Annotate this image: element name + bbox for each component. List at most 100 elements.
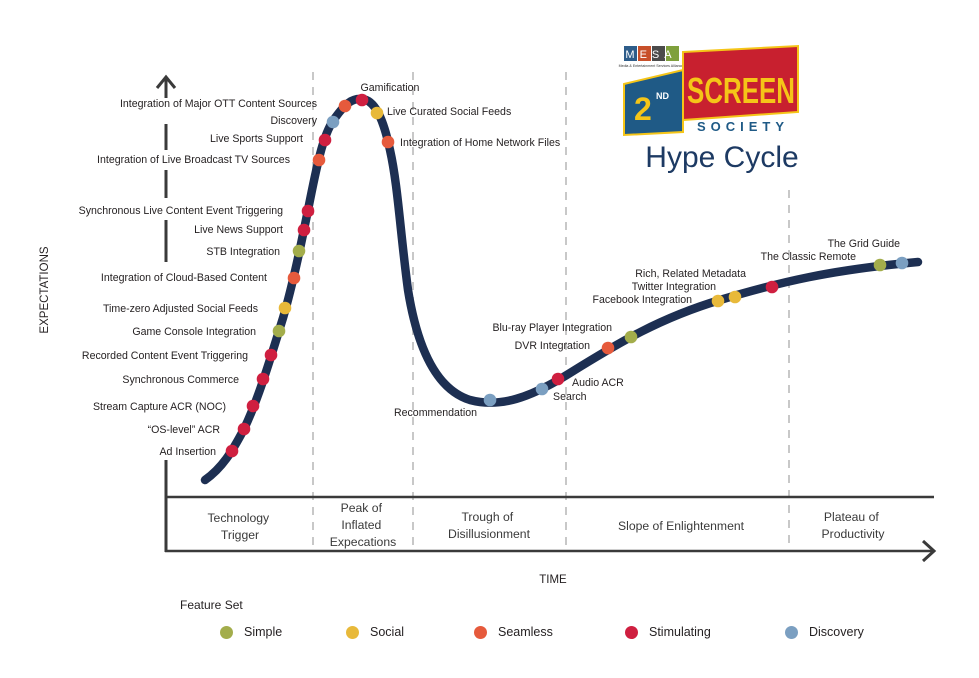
legend-item-stimulating: Stimulating (625, 625, 711, 639)
feature-point: Blu-ray Player Integration (492, 322, 638, 344)
mesa-logo-icon: MESA Media & Entertainment Services Alli… (619, 46, 683, 68)
feature-label: Gamification (361, 82, 420, 94)
social-dot-icon (346, 625, 359, 639)
feature-point: Facebook Integration (592, 294, 725, 308)
feature-label: Recommendation (394, 407, 477, 419)
feature-label: Stream Capture ACR (NOC) (93, 401, 226, 413)
logo-red-panel (682, 44, 799, 122)
feature-point: STB Integration (206, 244, 306, 258)
feature-dot-icon (318, 133, 332, 147)
discovery-dot-icon (785, 625, 798, 639)
feature-label: Integration of Home Network Files (400, 137, 560, 149)
phase-peak: Peak of Inflated Expecations (330, 501, 396, 549)
feature-label: Recorded Content Event Triggering (82, 350, 248, 362)
feature-point: “OS-level” ACR (148, 422, 251, 436)
y-axis-arrow-icon (155, 74, 177, 89)
feature-label: Facebook Integration (592, 294, 692, 306)
feature-point: DVR Integration (515, 340, 615, 355)
feature-dot-icon (338, 99, 352, 113)
feature-point: Discovery (270, 115, 340, 129)
feature-label: Rich, Related Metadata (635, 268, 746, 280)
feature-dot-icon (551, 372, 565, 386)
logo-blue-panel (623, 68, 684, 137)
feature-label: STB Integration (206, 246, 280, 258)
y-axis-title: EXPECTATIONS (39, 246, 51, 333)
feature-dot-icon (237, 422, 251, 436)
x-axis-title: TIME (539, 574, 567, 586)
feature-point: Integration of Live Broadcast TV Sources (97, 153, 326, 167)
feature-label: Integration of Live Broadcast TV Sources (97, 154, 290, 166)
feature-label: Blu-ray Player Integration (492, 322, 612, 334)
feature-point: Time-zero Adjusted Social Feeds (103, 301, 292, 315)
phase-slope: Slope of Enlightenment (618, 519, 745, 533)
feature-label: Integration of Cloud-Based Content (101, 272, 267, 284)
feature-point: Stream Capture ACR (NOC) (93, 399, 260, 413)
phase-labels: Technology Trigger Peak of Inflated Expe… (207, 501, 885, 549)
feature-point: Gamification (355, 82, 420, 107)
feature-label: The Classic Remote (761, 251, 856, 263)
feature-dot-icon (728, 290, 742, 304)
phase-dividers (312, 72, 790, 551)
feature-dot-icon (370, 106, 384, 120)
feature-label: Live Sports Support (210, 133, 303, 145)
feature-label: Game Console Integration (132, 326, 256, 338)
feature-point: Synchronous Commerce (122, 372, 270, 386)
feature-label: The Grid Guide (828, 238, 901, 250)
feature-label: Synchronous Live Content Event Triggerin… (79, 205, 283, 217)
feature-dot-icon (535, 382, 549, 396)
feature-point: The Grid Guide (828, 238, 909, 270)
feature-dot-icon (256, 372, 270, 386)
feature-point: Recommendation (394, 393, 497, 419)
legend-label: Simple (244, 625, 283, 639)
logo-number: 2 (634, 91, 652, 127)
simple-dot-icon (220, 625, 233, 639)
feature-dot-icon (873, 258, 887, 272)
feature-label: Audio ACR (572, 377, 624, 389)
feature-dot-icon (225, 444, 239, 458)
legend-label: Seamless (498, 625, 553, 639)
feature-dot-icon (711, 294, 725, 308)
feature-dot-icon (272, 324, 286, 338)
legend-item-discovery: Discovery (785, 625, 864, 639)
feature-point: Live News Support (194, 223, 311, 237)
feature-label: Search (553, 391, 587, 403)
legend-label: Discovery (809, 625, 864, 639)
feature-dot-icon (246, 399, 260, 413)
hype-curve (200, 94, 923, 485)
feature-point: Game Console Integration (132, 324, 286, 338)
feature-label: Synchronous Commerce (122, 374, 239, 386)
feature-point: Integration of Major OTT Content Sources (120, 98, 352, 113)
feature-dot-icon (278, 301, 292, 315)
feature-point: The Classic Remote (761, 251, 887, 272)
x-axis-arrow-icon (921, 539, 937, 563)
logo-screen-word: SCREEN (687, 70, 795, 111)
feature-dot-icon (355, 93, 369, 107)
feature-dot-icon (601, 341, 615, 355)
feature-label: DVR Integration (515, 340, 590, 352)
feature-dot-icon (297, 223, 311, 237)
feature-dot-icon (287, 271, 301, 285)
feature-label: Live News Support (194, 224, 283, 236)
feature-dot-icon (264, 348, 278, 362)
feature-label: Live Curated Social Feeds (387, 106, 511, 118)
legend-item-seamless: Seamless (474, 625, 553, 639)
feature-dot-icon (292, 244, 306, 258)
phase-trough: Trough of Disillusionment (448, 510, 531, 541)
feature-label: Time-zero Adjusted Social Feeds (103, 303, 258, 315)
feature-point: Twitter Integration (632, 281, 742, 304)
feature-label: “OS-level” ACR (148, 424, 221, 436)
legend-label: Social (370, 625, 405, 639)
legend-item-simple: Simple (220, 625, 282, 639)
feature-label: Integration of Major OTT Content Sources (120, 98, 317, 110)
feature-point: Search (535, 382, 587, 403)
logo-society-word: SOCIETY (697, 119, 789, 134)
feature-point: Recorded Content Event Triggering (82, 348, 278, 362)
feature-dot-icon (301, 204, 315, 218)
seamless-dot-icon (474, 625, 487, 639)
feature-point: Audio ACR (551, 372, 624, 389)
stimulating-dot-icon (625, 625, 638, 639)
legend-title: Feature Set (180, 598, 243, 612)
feature-point: Rich, Related Metadata (635, 268, 779, 294)
